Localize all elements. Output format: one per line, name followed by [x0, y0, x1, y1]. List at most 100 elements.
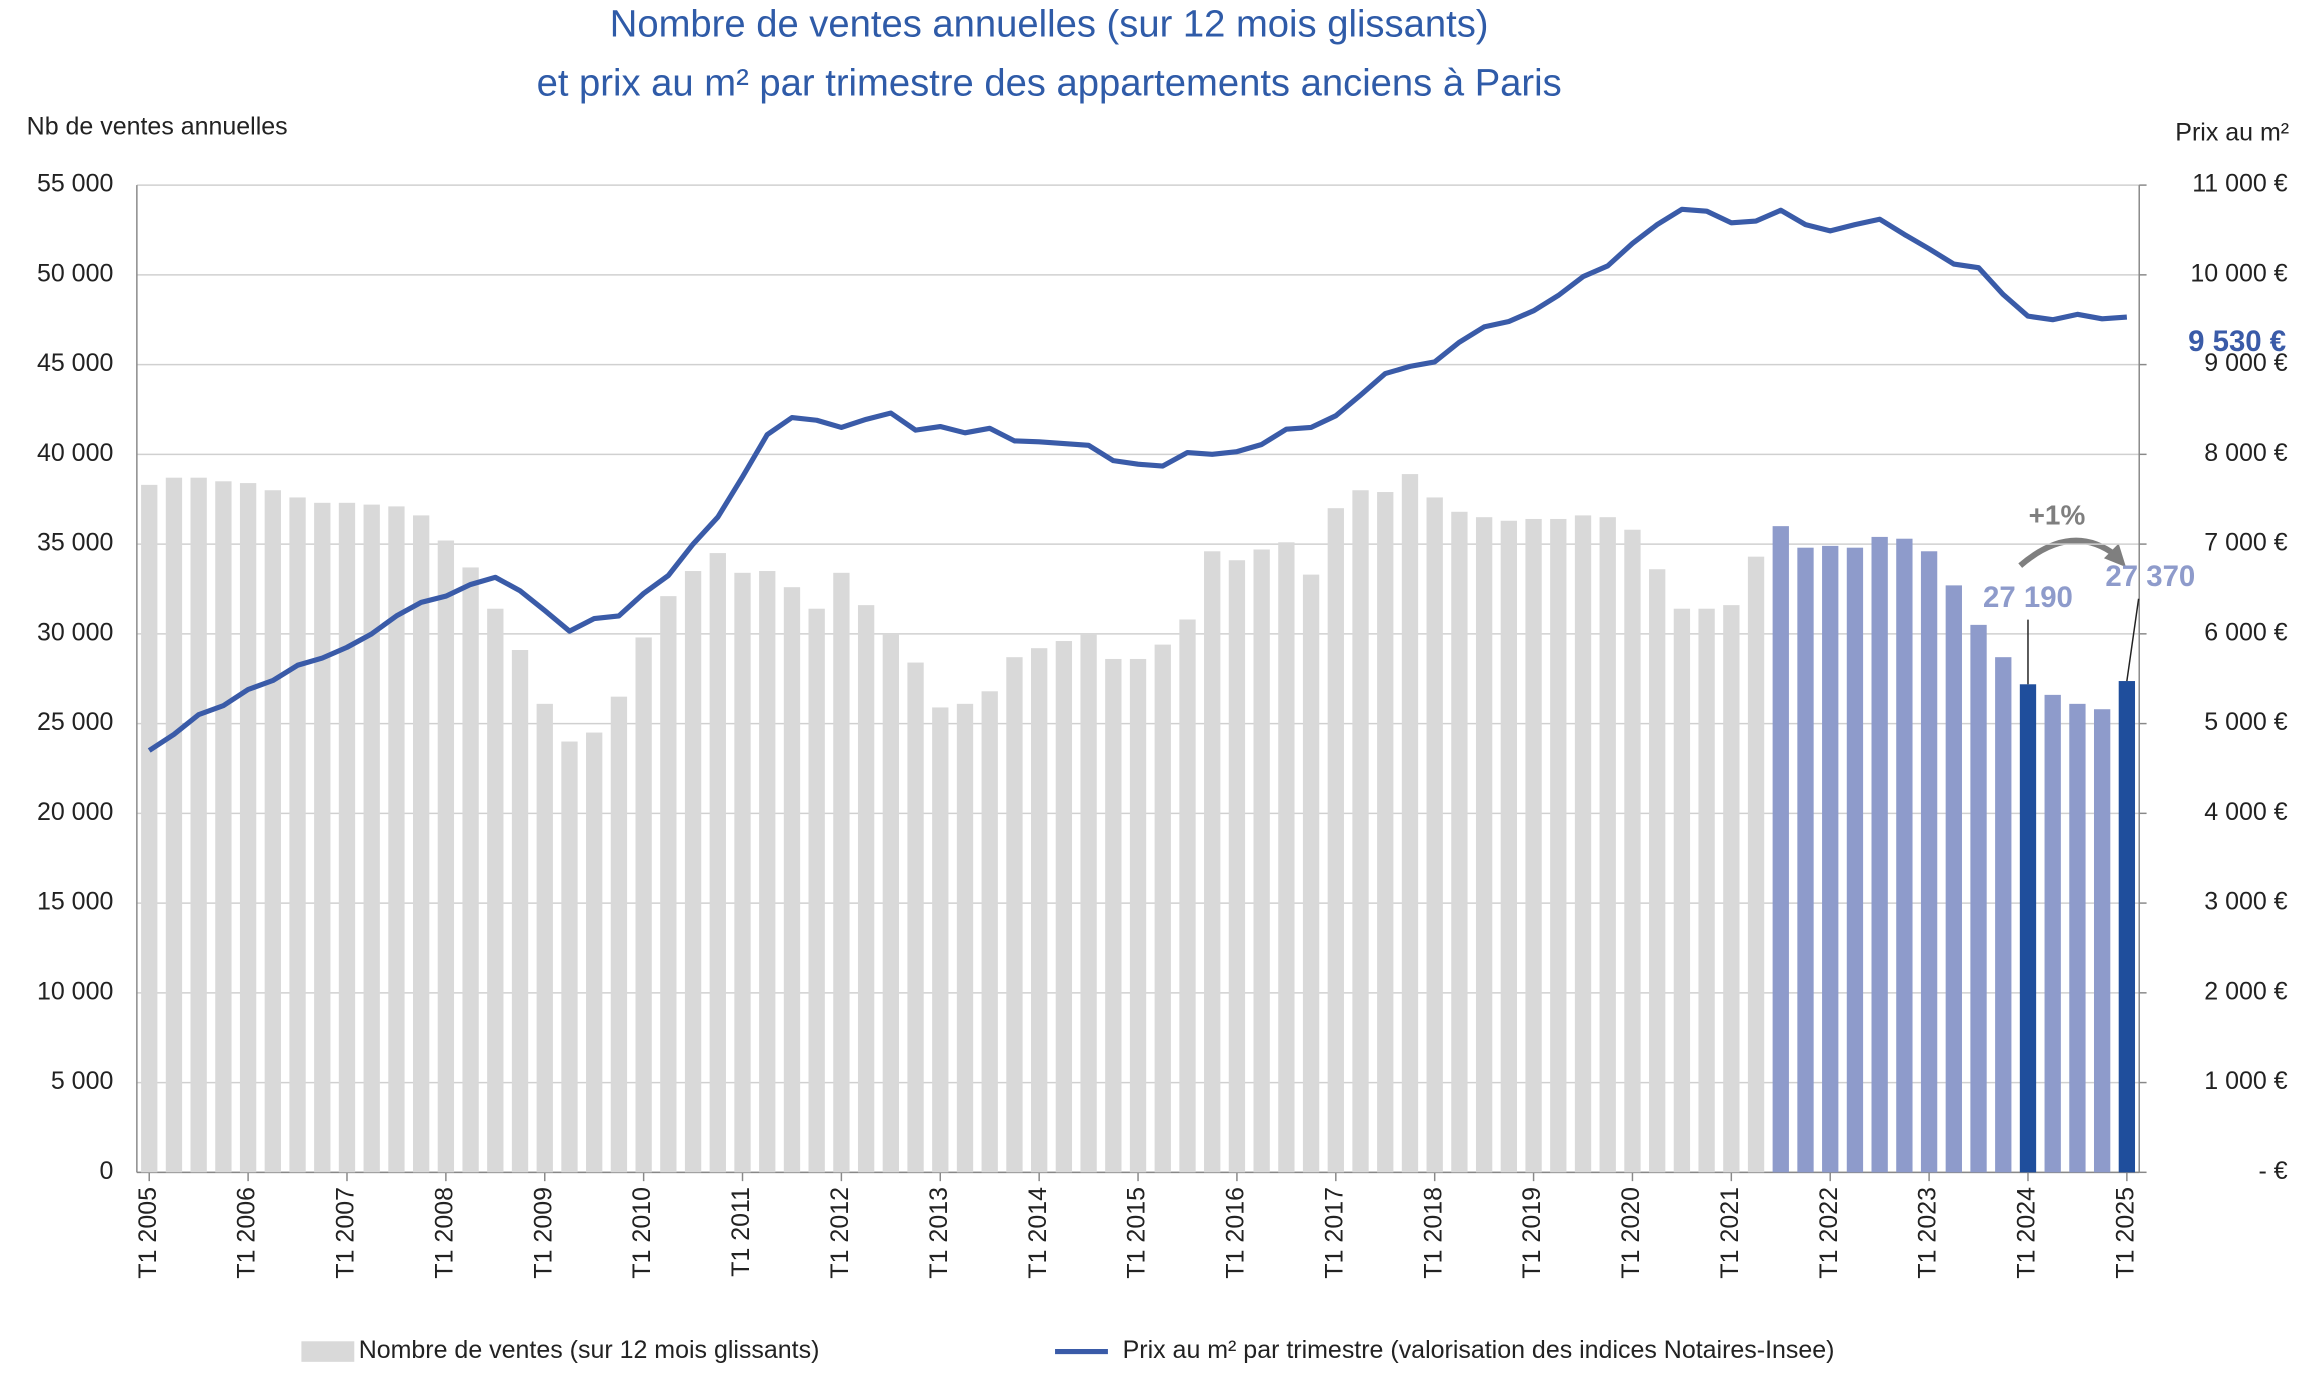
bar [1105, 658, 1122, 1173]
x-tick-label: T1 2006 [233, 1187, 261, 1279]
bar [1006, 657, 1023, 1173]
y-tick-label: 15 000 [37, 888, 113, 916]
bar [808, 608, 825, 1173]
bar [1080, 633, 1097, 1173]
x-tick-label: T1 2013 [925, 1187, 953, 1279]
bar [1970, 624, 1987, 1173]
y2-tick-label: 7 000 € [2204, 529, 2287, 557]
legend-label: Nombre de ventes (sur 12 mois glissants) [359, 1336, 820, 1364]
bar [338, 502, 356, 1173]
arrow [2018, 537, 2118, 568]
bar [2118, 681, 2136, 1173]
x-tick-label: T1 2020 [1617, 1187, 1645, 1279]
y-tick-label: 30 000 [37, 618, 113, 646]
bar [536, 703, 553, 1173]
bar [783, 587, 801, 1173]
bar [1920, 551, 1938, 1173]
y2-tick-label: 8 000 € [2204, 439, 2287, 467]
bar [165, 477, 183, 1173]
bar [2044, 694, 2061, 1173]
bar [759, 571, 776, 1173]
bar [1179, 619, 1196, 1173]
bar [487, 608, 504, 1173]
bar [1698, 608, 1715, 1173]
bar [1129, 658, 1147, 1173]
bar [1228, 560, 1246, 1173]
y-tick-label: 20 000 [37, 798, 113, 826]
y-axis-title: Nb de ventes annuelles [27, 112, 288, 140]
x-tick-label: T1 2019 [1518, 1187, 1546, 1279]
bar [289, 497, 306, 1173]
bar [1723, 605, 1740, 1173]
bar [882, 633, 899, 1173]
bar [190, 477, 207, 1173]
bar [388, 506, 405, 1173]
chart-title: et prix au m² par trimestre des appartem… [537, 61, 1562, 104]
bar [1747, 556, 1765, 1173]
bar [1451, 511, 1468, 1173]
y-tick-label: 45 000 [37, 349, 113, 377]
bar [1426, 497, 1443, 1173]
x-tick-label: T1 2016 [1222, 1187, 1250, 1279]
x-tick-label: T1 2014 [1024, 1187, 1052, 1279]
x-tick-label: T1 2011 [727, 1187, 755, 1277]
bar [1550, 518, 1567, 1173]
chart-title: Nombre de ventes annuelles (sur 12 mois … [610, 3, 1489, 46]
bar [511, 649, 529, 1173]
y2-tick-label: 6 000 € [2204, 618, 2287, 646]
x-tick-label: T1 2015 [1123, 1187, 1151, 1279]
bar [239, 483, 257, 1173]
bar [141, 484, 158, 1173]
y-tick-label: 10 000 [37, 977, 113, 1005]
bar [314, 502, 331, 1173]
x-tick-label: T1 2018 [1419, 1187, 1447, 1279]
y2-tick-label: 5 000 € [2204, 708, 2287, 736]
bar [1377, 492, 1394, 1173]
bar [1302, 574, 1320, 1173]
bar [586, 732, 603, 1173]
bar [1624, 529, 1641, 1173]
bar [264, 490, 281, 1173]
bar [363, 504, 380, 1173]
bar [1846, 547, 1864, 1173]
x-tick-label: T1 2008 [430, 1187, 458, 1279]
y-tick-label: 55 000 [37, 170, 113, 198]
bar [1154, 644, 1171, 1173]
bar [1673, 608, 1691, 1173]
x-tick-label: T1 2022 [1815, 1187, 1843, 1279]
y-tick-label: 5 000 [51, 1067, 113, 1095]
bar [660, 596, 677, 1173]
bar [1995, 657, 2012, 1173]
y-tick-label: 40 000 [37, 439, 113, 467]
y-tick-label: 50 000 [37, 259, 113, 287]
bar [1278, 542, 1295, 1173]
bar [907, 662, 924, 1173]
bar [709, 553, 726, 1173]
bar [1574, 515, 1592, 1173]
bar [1204, 551, 1221, 1173]
bar [1772, 526, 1789, 1173]
bar [437, 540, 455, 1173]
x-tick-label: T1 2007 [332, 1187, 360, 1279]
bar [1031, 648, 1048, 1173]
x-tick-label: T1 2024 [2013, 1187, 2041, 1279]
bar [684, 571, 702, 1173]
x-tick-label: T1 2025 [2111, 1187, 2139, 1279]
bar [981, 691, 998, 1173]
bar [1525, 518, 1542, 1173]
y2-tick-label: 3 000 € [2204, 888, 2287, 916]
legend-swatch [301, 1341, 355, 1362]
bar [1797, 547, 1814, 1173]
bar [462, 567, 479, 1173]
bar [635, 637, 652, 1173]
bar [1475, 517, 1493, 1173]
bar [1055, 641, 1073, 1173]
bar [1401, 474, 1419, 1173]
x-tick-label: T1 2005 [134, 1187, 162, 1279]
bar [2093, 709, 2111, 1173]
x-tick-label: T1 2021 [1716, 1187, 1744, 1279]
bar [734, 572, 751, 1173]
y2-axis-title: Prix au m² [2175, 118, 2289, 146]
y2-tick-label: 10 000 € [2190, 259, 2287, 287]
